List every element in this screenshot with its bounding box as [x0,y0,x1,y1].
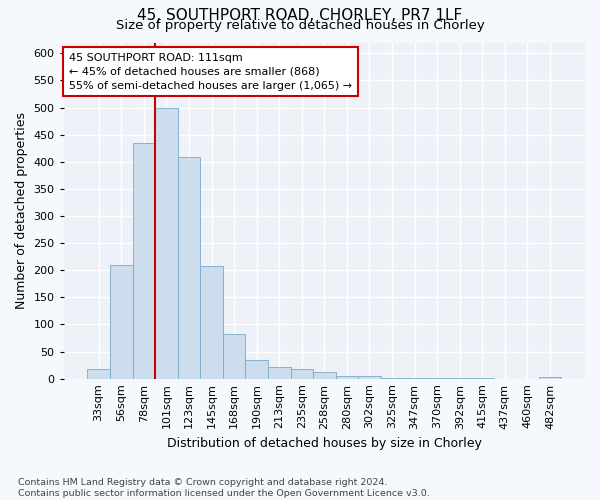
Text: 45 SOUTHPORT ROAD: 111sqm
← 45% of detached houses are smaller (868)
55% of semi: 45 SOUTHPORT ROAD: 111sqm ← 45% of detac… [69,52,352,90]
Bar [539,376,562,378]
Bar [335,376,358,378]
Bar [290,369,313,378]
Bar [268,367,290,378]
Text: 45, SOUTHPORT ROAD, CHORLEY, PR7 1LF: 45, SOUTHPORT ROAD, CHORLEY, PR7 1LF [137,8,463,22]
Bar [200,266,223,378]
Bar [133,143,155,378]
Bar [245,360,268,378]
Bar [110,265,133,378]
Bar [313,372,335,378]
X-axis label: Distribution of detached houses by size in Chorley: Distribution of detached houses by size … [167,437,482,450]
Bar [178,158,200,378]
Bar [155,108,178,378]
Text: Size of property relative to detached houses in Chorley: Size of property relative to detached ho… [116,18,484,32]
Bar [358,376,381,378]
Text: Contains HM Land Registry data © Crown copyright and database right 2024.
Contai: Contains HM Land Registry data © Crown c… [18,478,430,498]
Bar [223,334,245,378]
Bar [88,369,110,378]
Y-axis label: Number of detached properties: Number of detached properties [15,112,28,309]
